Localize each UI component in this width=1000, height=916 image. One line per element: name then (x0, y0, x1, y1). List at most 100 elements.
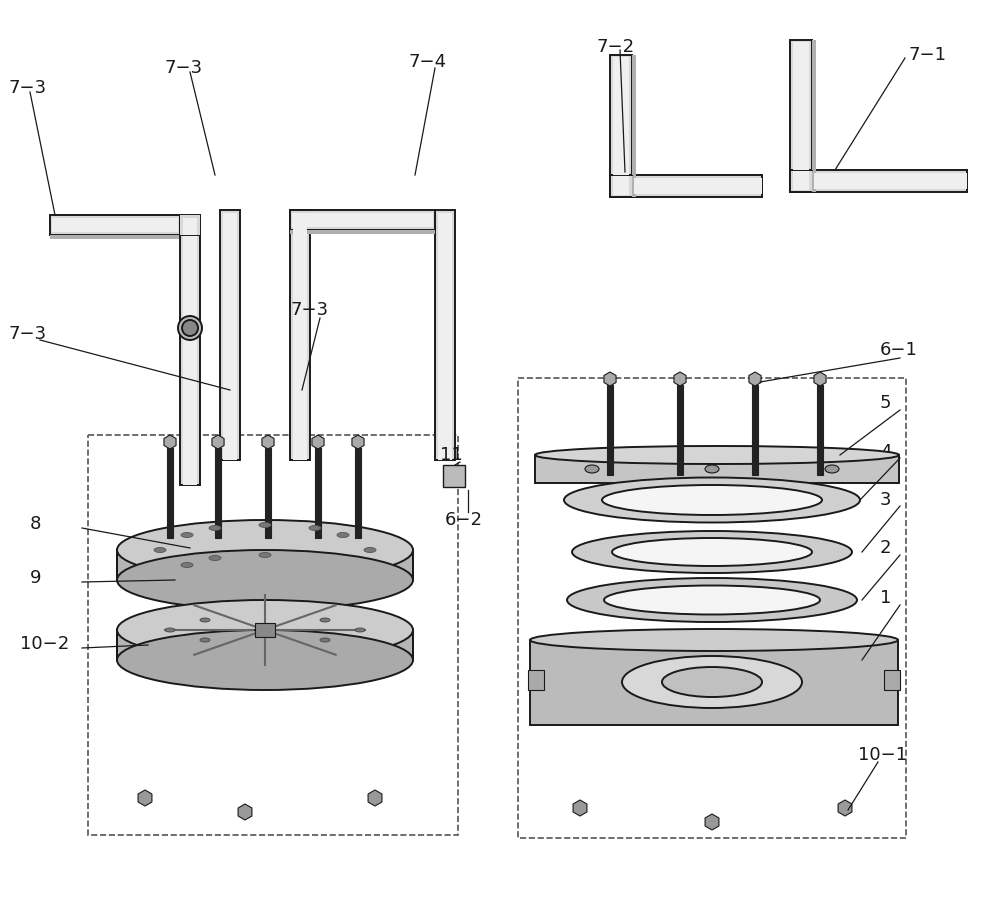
Ellipse shape (181, 532, 193, 538)
Bar (812, 40, 816, 192)
Bar (292, 213, 433, 227)
Bar (255, 623, 275, 637)
Bar (290, 210, 310, 460)
Ellipse shape (585, 465, 599, 473)
Ellipse shape (309, 526, 321, 530)
Bar (223, 213, 237, 460)
Text: 11: 11 (440, 446, 463, 464)
Text: 6−2: 6−2 (445, 511, 483, 529)
Ellipse shape (567, 578, 857, 622)
Bar (790, 40, 812, 192)
Text: 7−2: 7−2 (597, 38, 635, 56)
Text: 9: 9 (30, 569, 42, 587)
Bar (518, 378, 906, 838)
Bar (793, 42, 809, 190)
Ellipse shape (535, 446, 899, 464)
Text: 7−3: 7−3 (8, 325, 46, 343)
Bar (443, 465, 465, 487)
Ellipse shape (117, 520, 413, 580)
Ellipse shape (209, 555, 221, 561)
Bar (530, 640, 898, 725)
Ellipse shape (320, 618, 330, 622)
Bar (814, 173, 967, 189)
Bar (315, 448, 321, 538)
Ellipse shape (612, 538, 812, 566)
Ellipse shape (320, 638, 330, 642)
Ellipse shape (355, 628, 365, 632)
Bar (290, 210, 435, 230)
Ellipse shape (117, 630, 413, 690)
Ellipse shape (337, 532, 349, 538)
Ellipse shape (602, 485, 822, 515)
Bar (183, 218, 197, 485)
Bar (215, 448, 221, 538)
Bar (677, 385, 683, 475)
Ellipse shape (662, 667, 762, 697)
Ellipse shape (530, 629, 898, 651)
Ellipse shape (705, 465, 719, 473)
Ellipse shape (604, 585, 820, 615)
Text: 4: 4 (880, 443, 892, 461)
Bar (613, 57, 629, 195)
Bar (355, 448, 361, 538)
Bar (884, 670, 900, 690)
Ellipse shape (200, 638, 210, 642)
Bar (50, 235, 180, 239)
Ellipse shape (259, 522, 271, 528)
Ellipse shape (165, 628, 175, 632)
Ellipse shape (209, 526, 221, 530)
Bar (435, 210, 455, 460)
Bar (220, 210, 240, 460)
Bar (88, 435, 458, 835)
Text: 3: 3 (880, 491, 892, 509)
Text: 7−3: 7−3 (165, 59, 203, 77)
Ellipse shape (117, 550, 413, 610)
Ellipse shape (622, 656, 802, 708)
Bar (117, 630, 413, 660)
Ellipse shape (564, 477, 860, 522)
Bar (52, 218, 178, 232)
Bar (117, 550, 413, 580)
Bar (265, 448, 271, 538)
Ellipse shape (825, 465, 839, 473)
Bar (50, 215, 180, 235)
Ellipse shape (181, 562, 193, 568)
Bar (290, 230, 435, 234)
Bar (610, 55, 632, 197)
Ellipse shape (572, 531, 852, 573)
Bar (167, 448, 173, 538)
Text: 5: 5 (880, 394, 892, 412)
Bar (634, 178, 762, 194)
Ellipse shape (154, 548, 166, 552)
Bar (790, 170, 967, 192)
Bar (117, 550, 413, 580)
Ellipse shape (364, 548, 376, 552)
Text: 7−3: 7−3 (290, 301, 328, 319)
Ellipse shape (259, 552, 271, 558)
Bar (180, 215, 200, 485)
Bar (180, 215, 200, 235)
Text: 10−1: 10−1 (858, 746, 907, 764)
Text: 7−3: 7−3 (8, 79, 46, 97)
Text: 2: 2 (880, 539, 892, 557)
Bar (817, 385, 823, 475)
Text: 10−2: 10−2 (20, 635, 69, 653)
Bar (632, 55, 636, 197)
Text: 6−1: 6−1 (880, 341, 918, 359)
Text: 8: 8 (30, 515, 41, 533)
Text: 1: 1 (880, 589, 891, 607)
Text: 7−1: 7−1 (908, 46, 946, 64)
Bar (293, 213, 307, 460)
Bar (610, 175, 762, 197)
Ellipse shape (178, 316, 202, 340)
Ellipse shape (117, 600, 413, 660)
Ellipse shape (182, 320, 198, 336)
Bar (117, 630, 413, 660)
Ellipse shape (200, 618, 210, 622)
Bar (528, 670, 544, 690)
Bar (607, 385, 613, 475)
Bar (438, 213, 452, 460)
Bar (535, 455, 899, 483)
Bar (752, 385, 758, 475)
Text: 7−4: 7−4 (408, 53, 446, 71)
